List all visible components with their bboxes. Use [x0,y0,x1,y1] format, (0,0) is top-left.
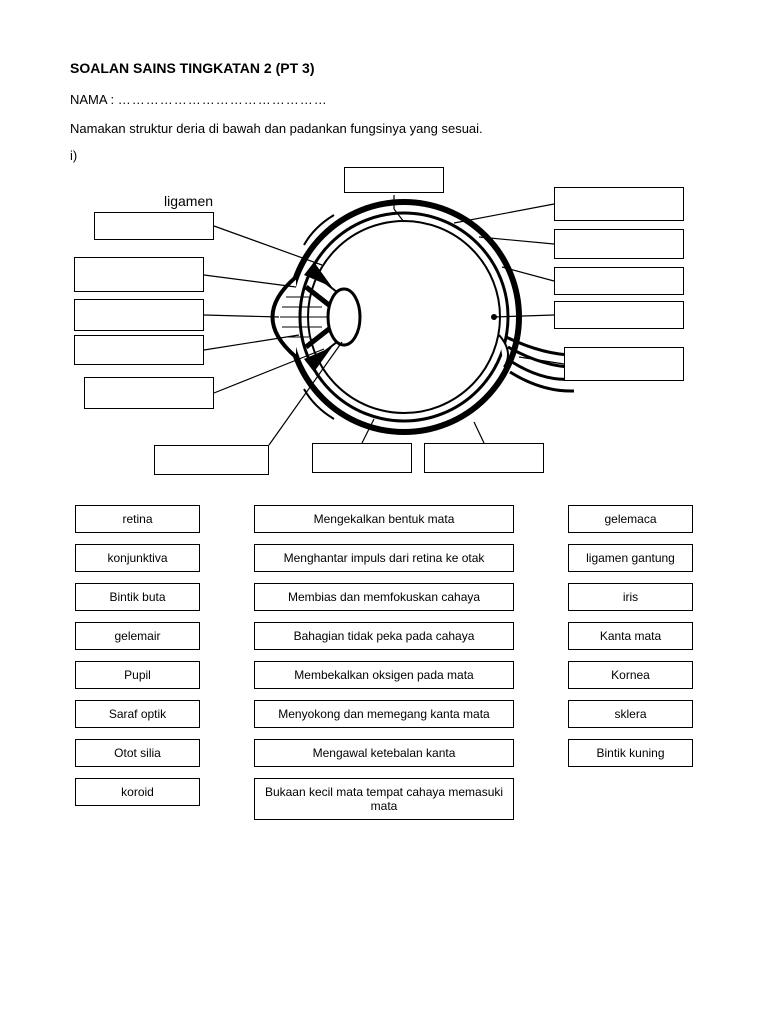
worksheet-page: SOALAN SAINS TINGKATAN 2 (PT 3) NAMA : …… [0,0,768,1024]
answer-item[interactable]: gelemaca [568,505,693,533]
answer-item[interactable]: Kornea [568,661,693,689]
answer-item[interactable]: Menyokong dan memegang kanta mata [254,700,514,728]
answer-item[interactable]: Mengekalkan bentuk mata [254,505,514,533]
answer-item[interactable]: Saraf optik [75,700,200,728]
answer-bank: retina konjunktiva Bintik buta gelemair … [70,505,698,820]
answer-item[interactable]: iris [568,583,693,611]
blank-label-bottom-2[interactable] [424,443,544,473]
nama-blank[interactable]: ……………………………………… [118,92,328,107]
answer-item[interactable]: Otot silia [75,739,200,767]
question-number: i) [70,148,698,163]
answer-col-middle: Mengekalkan bentuk mata Menghantar impul… [254,505,514,820]
blank-label-right-3[interactable] [554,267,684,295]
blank-label-left-6[interactable] [154,445,269,475]
answer-item[interactable]: Menghantar impuls dari retina ke otak [254,544,514,572]
answer-item[interactable]: Membekalkan oksigen pada mata [254,661,514,689]
blank-label-right-2[interactable] [554,229,684,259]
page-title: SOALAN SAINS TINGKATAN 2 (PT 3) [70,60,698,76]
blank-label-right-1[interactable] [554,187,684,221]
answer-col-left: retina konjunktiva Bintik buta gelemair … [75,505,200,820]
answer-item[interactable]: koroid [75,778,200,806]
answer-item[interactable]: sklera [568,700,693,728]
blank-label-left-2[interactable] [74,257,204,292]
blank-label-bottom-1[interactable] [312,443,412,473]
answer-item[interactable]: ligamen gantung [568,544,693,572]
name-field-line: NAMA : ……………………………………… [70,92,698,107]
blank-label-left-3[interactable] [74,299,204,331]
answer-item[interactable]: Pupil [75,661,200,689]
answer-item[interactable]: Membias dan memfokuskan cahaya [254,583,514,611]
answer-item[interactable]: Kanta mata [568,622,693,650]
eye-diagram-area: ligamen [74,167,694,497]
blank-label-left-5[interactable] [84,377,214,409]
blank-label-top[interactable] [344,167,444,193]
nama-label: NAMA : [70,92,114,107]
answer-item[interactable]: gelemair [75,622,200,650]
answer-col-right: gelemaca ligamen gantung iris Kanta mata… [568,505,693,820]
answer-item[interactable]: Bintik buta [75,583,200,611]
answer-item[interactable]: Bintik kuning [568,739,693,767]
blank-label-left-4[interactable] [74,335,204,365]
answer-item[interactable]: Bahagian tidak peka pada cahaya [254,622,514,650]
answer-item[interactable]: retina [75,505,200,533]
blank-label-right-5[interactable] [564,347,684,381]
blank-label-right-4[interactable] [554,301,684,329]
blank-label-left-1[interactable] [94,212,214,240]
answer-item[interactable]: Bukaan kecil mata tempat cahaya memasuki… [254,778,514,820]
instruction-text: Namakan struktur deria di bawah dan pada… [70,121,698,136]
answer-item[interactable]: konjunktiva [75,544,200,572]
answer-item[interactable]: Mengawal ketebalan kanta [254,739,514,767]
